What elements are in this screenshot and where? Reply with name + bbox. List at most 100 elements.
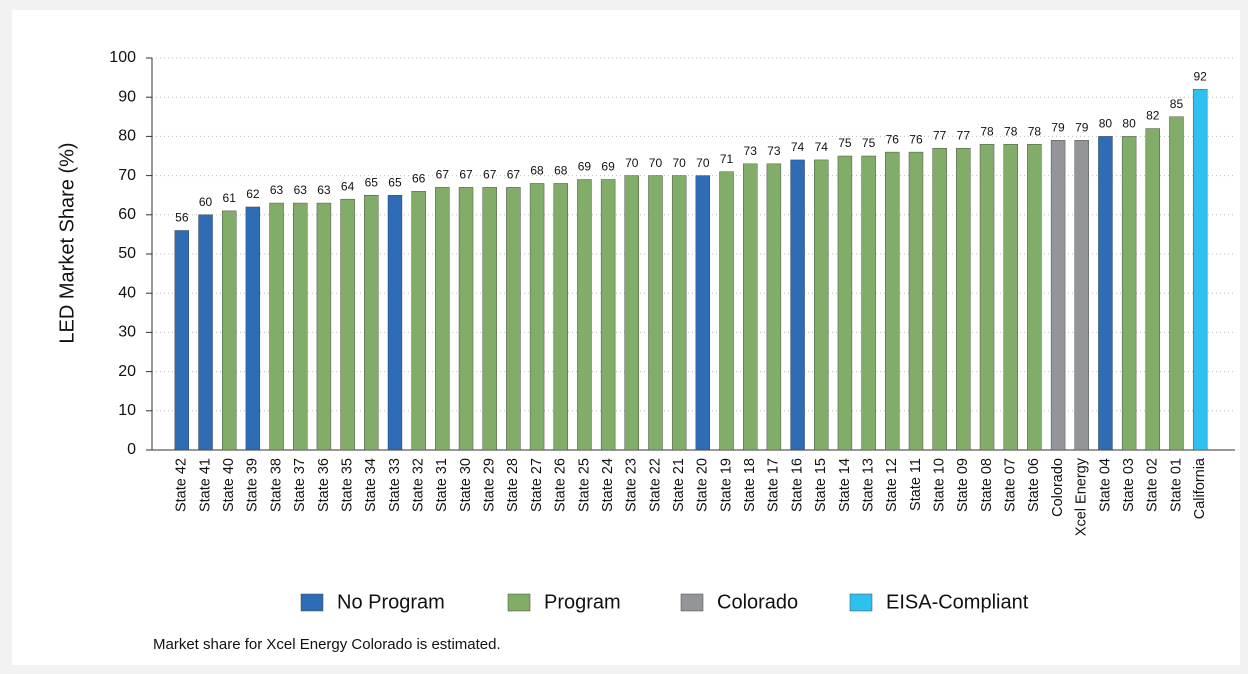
x-tick-label: State 08	[979, 458, 995, 512]
x-tick-label: State 31	[434, 458, 450, 512]
bar	[387, 194, 403, 451]
x-tick-label: State 27	[529, 458, 545, 512]
data-label: 76	[886, 132, 900, 146]
y-tick-label: 100	[109, 49, 136, 66]
x-tick-label: State 22	[647, 458, 663, 512]
data-label: 85	[1170, 97, 1184, 111]
bar	[956, 147, 971, 451]
bar	[458, 187, 474, 451]
x-tick-label: State 33	[387, 458, 403, 512]
data-label: 63	[270, 183, 284, 197]
x-tick-label: State 03	[1121, 458, 1137, 512]
bar	[837, 155, 853, 451]
bar	[1050, 140, 1066, 451]
x-tick-label: California	[1192, 457, 1208, 519]
bar	[482, 187, 497, 451]
x-tick-label: State 02	[1145, 458, 1161, 512]
bar	[1098, 136, 1113, 451]
data-label: 65	[365, 175, 379, 189]
y-tick-label: 30	[118, 324, 136, 341]
y-tick-label: 60	[118, 206, 136, 223]
legend-swatch	[300, 593, 324, 612]
data-label: 69	[578, 160, 592, 174]
bar	[814, 159, 829, 451]
x-tick-label: State 19	[718, 458, 734, 512]
data-label: 78	[1004, 124, 1018, 138]
data-label: 78	[1028, 124, 1042, 138]
x-tick-label: State 40	[221, 458, 237, 512]
x-tick-label: State 42	[174, 458, 190, 512]
bar	[600, 179, 616, 451]
x-tick-label: State 07	[1003, 458, 1019, 512]
x-tick-label: State 36	[316, 458, 332, 512]
y-tick-label: 40	[118, 284, 136, 301]
footnote: Market share for Xcel Energy Colorado is…	[153, 636, 501, 653]
legend-swatch	[849, 593, 873, 612]
x-tick-label: State 20	[695, 458, 711, 512]
bar	[553, 183, 568, 451]
bar	[624, 175, 639, 451]
x-tick-label: State 13	[860, 458, 876, 512]
y-tick-label: 70	[118, 167, 136, 184]
bar	[1121, 136, 1137, 451]
legend-label: EISA-Compliant	[886, 591, 1029, 613]
bar	[719, 171, 734, 451]
y-tick-label: 10	[118, 402, 136, 419]
y-tick-label: 20	[118, 363, 136, 380]
bar	[932, 147, 947, 451]
x-tick-label: State 14	[837, 458, 853, 512]
legend-swatch	[680, 593, 704, 612]
x-tick-label: State 28	[505, 458, 521, 512]
x-tick-label: State 29	[482, 458, 498, 512]
data-label: 77	[933, 128, 947, 142]
bar	[671, 175, 687, 451]
data-label: 82	[1146, 109, 1160, 123]
bar	[222, 210, 237, 451]
x-tick-label: State 21	[671, 458, 687, 512]
legend-swatch	[507, 593, 531, 612]
data-label: 62	[246, 187, 260, 201]
bar	[364, 194, 379, 451]
x-tick-label: State 11	[908, 458, 924, 511]
x-tick-label: State 01	[1168, 458, 1184, 512]
data-label: 70	[625, 156, 639, 170]
bar	[340, 198, 355, 451]
data-label: 74	[815, 140, 829, 154]
data-label: 79	[1075, 120, 1089, 134]
x-tick-label: State 35	[339, 458, 355, 512]
bar	[529, 183, 545, 451]
x-tick-label: State 16	[789, 458, 805, 512]
data-label: 69	[601, 160, 615, 174]
bar	[979, 144, 995, 451]
bar	[861, 155, 876, 451]
bar	[316, 202, 332, 451]
x-tick-label: State 32	[410, 458, 426, 512]
x-tick-label: State 09	[955, 458, 971, 512]
x-tick-label: State 18	[742, 458, 758, 512]
bar	[506, 187, 521, 451]
x-tick-label: State 25	[576, 458, 592, 512]
data-label: 67	[459, 168, 473, 182]
x-tick-label: State 12	[884, 458, 900, 512]
bar	[1003, 144, 1018, 451]
bar	[1027, 144, 1042, 451]
data-label: 79	[1051, 120, 1065, 134]
data-label: 74	[791, 140, 805, 154]
data-label: 70	[649, 156, 663, 170]
x-tick-label: State 38	[268, 458, 284, 512]
bar	[1074, 140, 1089, 451]
data-label: 66	[412, 171, 426, 185]
data-label: 63	[317, 183, 331, 197]
bar	[648, 175, 663, 451]
bar	[435, 187, 450, 451]
x-tick-label: State 17	[766, 458, 782, 512]
x-tick-label: State 39	[245, 458, 261, 512]
x-tick-label: State 24	[600, 458, 616, 512]
bar	[411, 191, 426, 451]
data-label: 73	[744, 144, 758, 158]
legend-label: Program	[544, 591, 621, 613]
bar	[269, 202, 284, 451]
bar	[766, 163, 782, 451]
x-tick-label: State 30	[458, 458, 474, 512]
